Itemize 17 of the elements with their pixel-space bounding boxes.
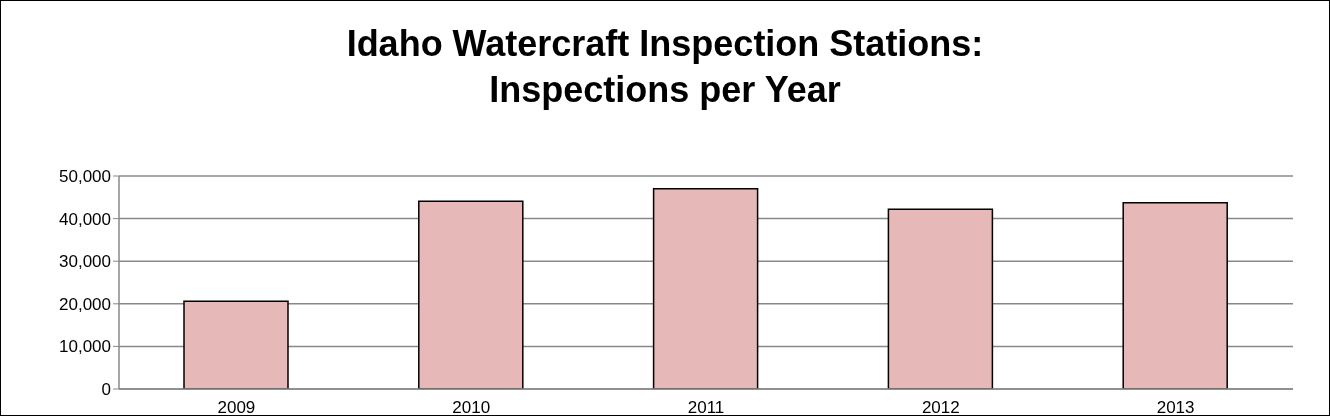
y-tick-label: 10,000 [59,337,111,357]
y-tick-label: 40,000 [59,209,111,229]
y-tick-label: 20,000 [59,294,111,314]
x-tick-label: 2009 [217,398,256,416]
chart-title: Idaho Watercraft Inspection Stations: Inspections per Year [345,22,985,112]
bar [887,208,994,389]
y-tick-label: 50,000 [59,167,111,187]
bar [418,200,524,389]
bar [1122,202,1228,389]
x-tick-label: 2011 [687,398,725,416]
y-tick-label: 0 [101,380,111,400]
x-tick-label: 2012 [921,398,960,416]
x-tick-label: 2013 [1156,398,1195,416]
x-tick-label: 2010 [452,398,491,416]
bar [652,188,759,389]
bar [183,300,289,389]
y-tick-label: 30,000 [59,252,111,272]
